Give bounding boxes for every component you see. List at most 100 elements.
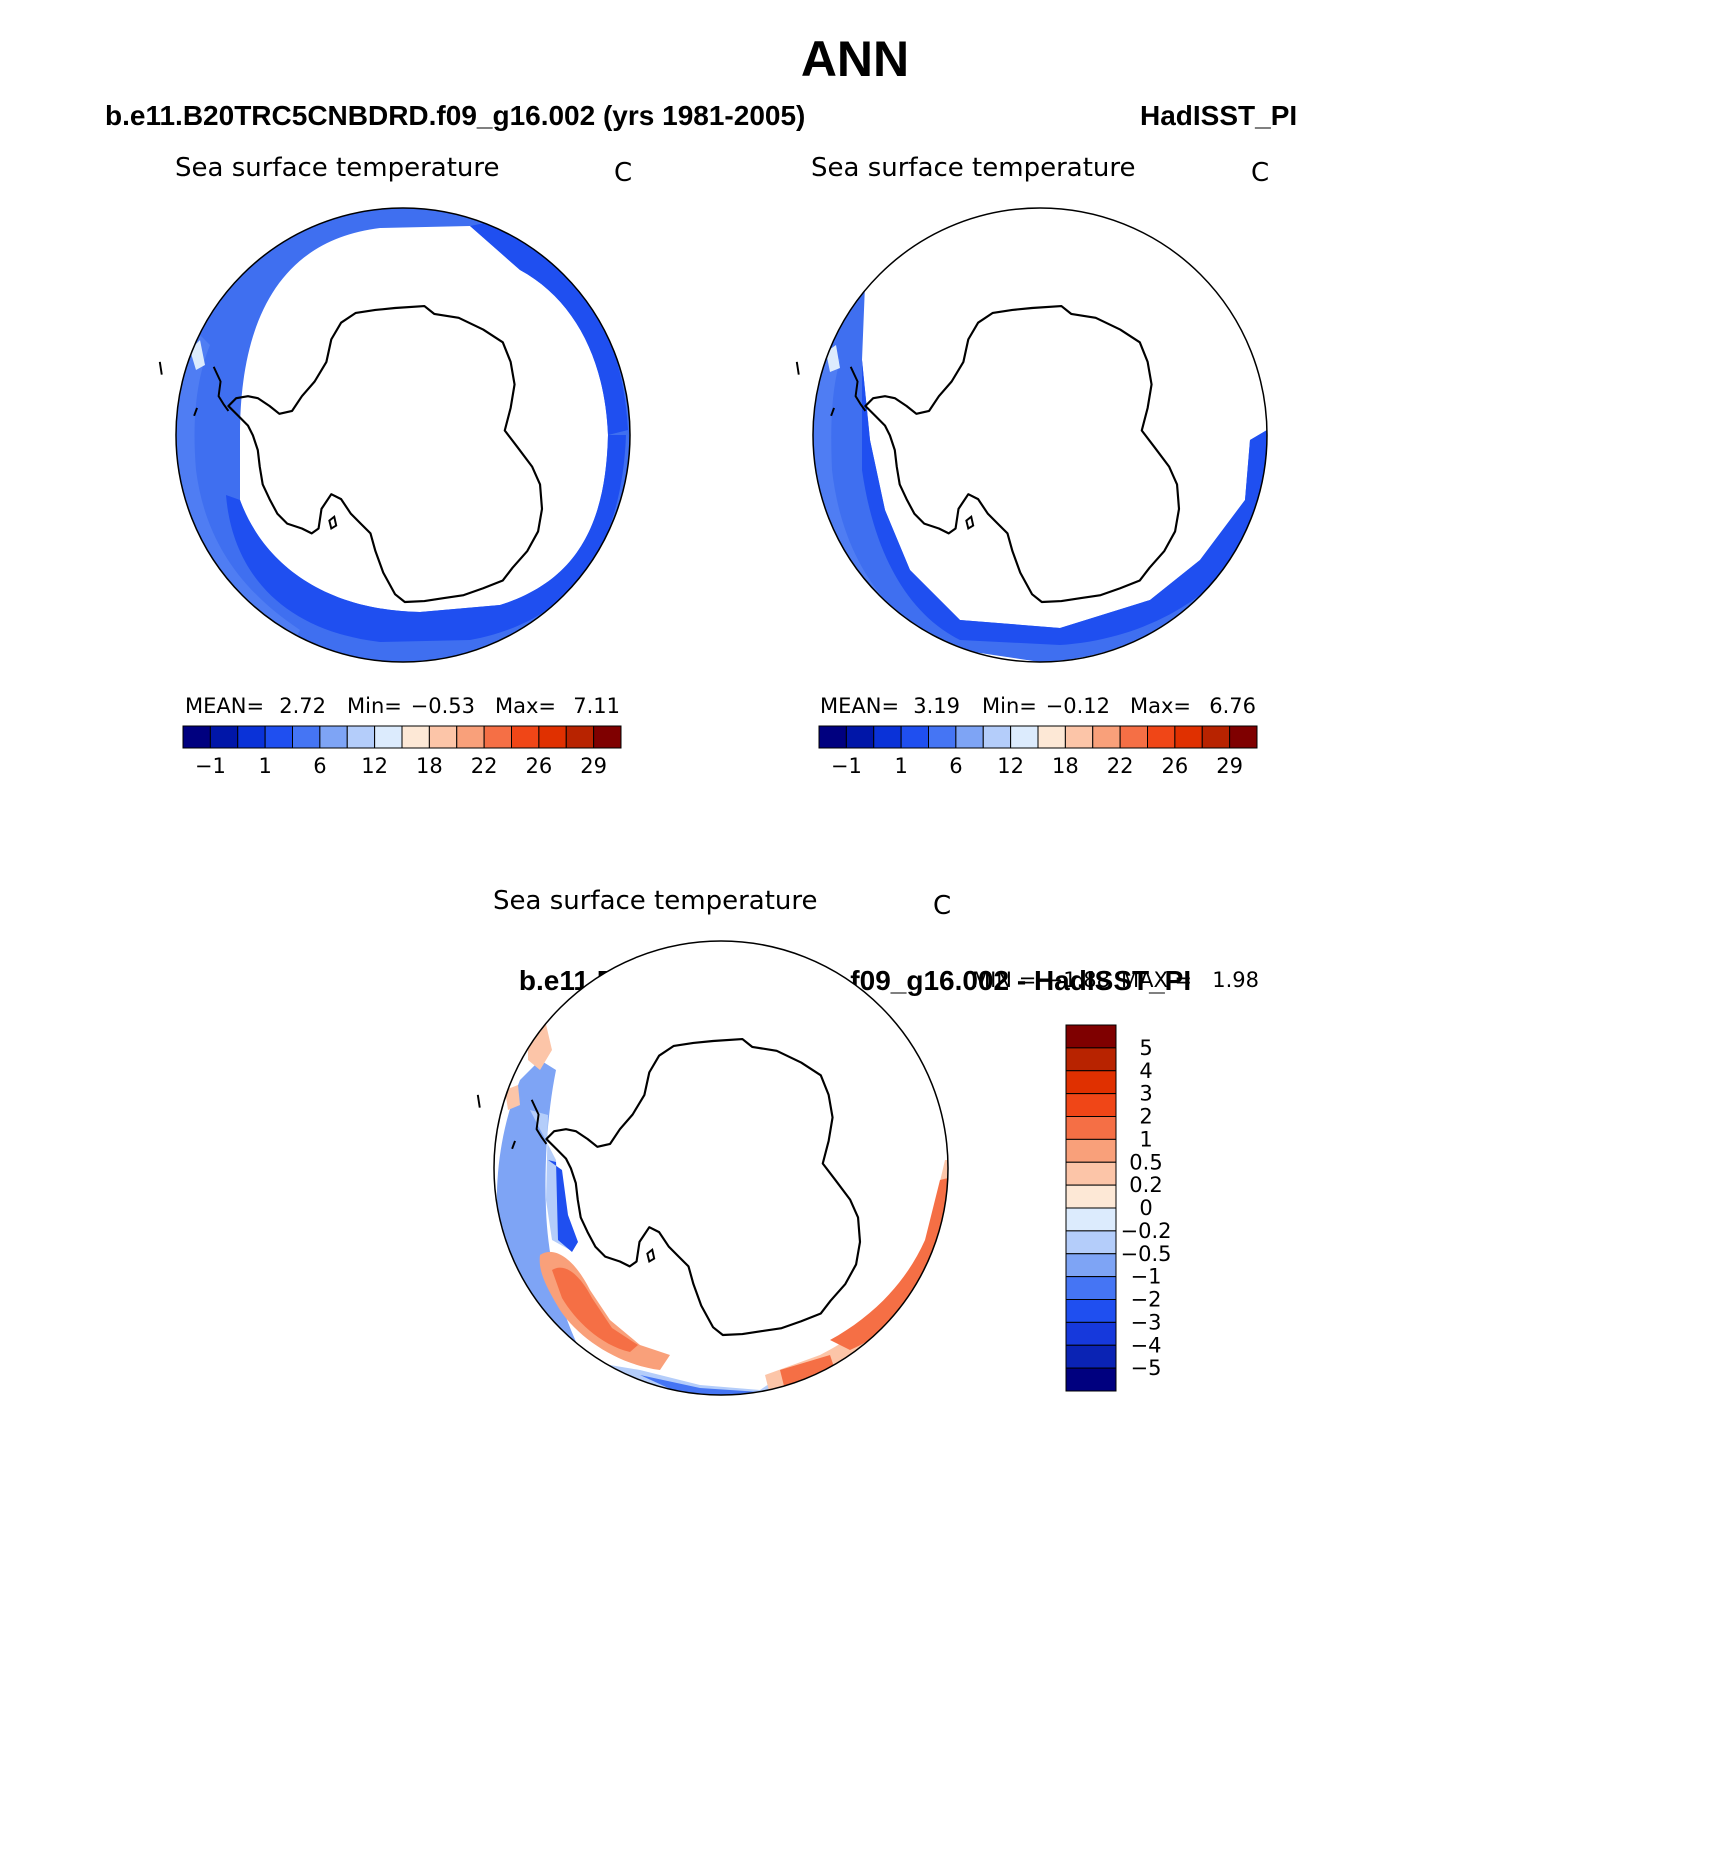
- colorbar-swatch: [1065, 1138, 1117, 1163]
- colorbar-tick-label: 1: [1139, 1127, 1152, 1151]
- colorbar-swatch: [1065, 1321, 1117, 1346]
- colorbar-tick-label: −0.2: [1121, 1219, 1172, 1243]
- colorbar-swatch: [873, 725, 902, 749]
- colorbar-tick-label: −1: [1131, 1265, 1162, 1289]
- colorbar-swatch: [1065, 1161, 1117, 1186]
- sst-field: [176, 208, 630, 662]
- colorbar-swatch: [1065, 1024, 1117, 1049]
- colorbar-swatch: [456, 725, 485, 749]
- colorbar-swatch: [1229, 725, 1258, 749]
- colorbar-swatch: [538, 725, 567, 749]
- units-label: C: [1251, 158, 1269, 188]
- panel-title-obs: HadISST_PI: [1140, 100, 1298, 131]
- colorbar-tick-label: −1: [831, 754, 862, 778]
- min-value: −0.53: [411, 694, 475, 718]
- map-panel-difference: Sea surface temperature C MIN = −1.88 MA…: [476, 886, 1259, 1396]
- mean-value: 3.19: [913, 694, 960, 718]
- max-label: Max=: [1130, 694, 1191, 718]
- colorbar-tick-label: 26: [1162, 754, 1189, 778]
- colorbar-tick-label: 18: [416, 754, 443, 778]
- colorbar-tick-label: 5: [1139, 1036, 1152, 1060]
- colorbar-swatch: [1065, 1276, 1117, 1300]
- colorbar-swatch: [182, 725, 211, 749]
- colorbar-swatch: [319, 725, 348, 749]
- colorbar-swatch: [346, 725, 376, 749]
- colorbar-swatch: [1065, 1070, 1117, 1095]
- colorbar-swatch: [511, 725, 540, 749]
- map-panel-model: Sea surface temperature C MEAN= 2.72 Min…: [158, 153, 632, 778]
- colorbar-swatch: [1065, 1230, 1117, 1255]
- colorbar-swatch: [1065, 1299, 1117, 1323]
- colorbar-tick-label: 22: [1107, 754, 1134, 778]
- sst-field: [813, 208, 1267, 662]
- panel-title-model: b.e11.B20TRC5CNBDRD.f09_g16.002 (yrs 198…: [105, 100, 806, 131]
- colorbar-tick-label: 26: [526, 754, 553, 778]
- colorbar-swatch: [900, 725, 929, 749]
- colorbar-tick-label: 29: [580, 754, 607, 778]
- colorbar-tick-label: 1: [258, 754, 271, 778]
- colorbar-swatch: [1201, 725, 1231, 749]
- mean-value: 2.72: [279, 694, 326, 718]
- colorbar-swatch: [374, 725, 403, 749]
- max-value: 1.98: [1212, 968, 1259, 992]
- colorbar-swatch: [1065, 1207, 1117, 1232]
- colorbar-tick-label: 12: [997, 754, 1024, 778]
- colorbar-swatch: [1065, 1253, 1117, 1278]
- min-label: Min=: [982, 694, 1037, 718]
- colorbar-tick-label: 3: [1139, 1082, 1152, 1106]
- colorbar-swatch: [1174, 725, 1203, 749]
- colorbar-tick-label: 1: [894, 754, 907, 778]
- mean-label: MEAN=: [185, 694, 264, 718]
- colorbar-swatch: [1065, 1047, 1117, 1072]
- colorbar-swatch: [1065, 1116, 1117, 1140]
- colorbar-swatch: [264, 725, 293, 749]
- colorbar-swatch: [1010, 725, 1039, 749]
- colorbar-swatch: [593, 725, 622, 749]
- colorbar-swatch: [565, 725, 595, 749]
- colorbar-tick-label: −1: [195, 754, 226, 778]
- colorbar-tick-label: 22: [471, 754, 498, 778]
- units-label: C: [614, 158, 632, 188]
- units-label: C: [933, 891, 951, 921]
- variable-label: Sea surface temperature: [175, 153, 499, 183]
- variable-label: Sea surface temperature: [811, 153, 1135, 183]
- colorbar-swatch: [818, 725, 847, 749]
- colorbar-tick-label: 6: [949, 754, 962, 778]
- colorbar-tick-label: 0.5: [1129, 1150, 1162, 1174]
- colorbar-tick-label: −5: [1131, 1356, 1162, 1380]
- colorbar-tick-label: −2: [1131, 1288, 1162, 1312]
- colorbar-tick-label: 29: [1216, 754, 1243, 778]
- colorbar-tick-label: 0: [1139, 1196, 1152, 1220]
- colorbar-tick-label: −4: [1131, 1333, 1162, 1357]
- page-title: ANN: [800, 31, 910, 87]
- colorbar-swatch: [428, 725, 458, 749]
- colorbar-tick-label: −3: [1131, 1310, 1162, 1334]
- colorbar-tick-label: 2: [1139, 1105, 1152, 1129]
- min-label: MIN =: [972, 968, 1036, 992]
- colorbar-swatch: [1147, 725, 1176, 749]
- colorbar-swatch: [1092, 725, 1121, 749]
- max-value: 6.76: [1209, 694, 1256, 718]
- min-value: −0.12: [1046, 694, 1110, 718]
- colorbar-swatch: [1064, 725, 1094, 749]
- colorbar-obs: −1 1 6 12 18 22 26 29: [818, 725, 1258, 778]
- colorbar-swatch: [982, 725, 1012, 749]
- max-label: MAX =: [1121, 968, 1192, 992]
- colorbar-swatch: [1065, 1344, 1117, 1369]
- variable-label: Sea surface temperature: [493, 886, 817, 916]
- colorbar-tick-label: 12: [361, 754, 388, 778]
- colorbar-swatch: [1065, 1367, 1117, 1392]
- colorbar-tick-label: 0.2: [1129, 1173, 1162, 1197]
- colorbar-swatch: [1065, 1184, 1117, 1209]
- colorbar-swatch: [209, 725, 239, 749]
- colorbar-swatch: [483, 725, 512, 749]
- colorbar-tick-label: 4: [1139, 1059, 1152, 1083]
- map-panel-obs: Sea surface temperature C MEAN= 3.19 Min…: [795, 153, 1269, 778]
- min-label: Min=: [347, 694, 402, 718]
- min-value: −1.88: [1046, 968, 1110, 992]
- max-label: Max=: [495, 694, 556, 718]
- colorbar-model: −1 1 6 12 18 22 26 29: [182, 725, 622, 778]
- colorbar-swatch: [1037, 725, 1066, 749]
